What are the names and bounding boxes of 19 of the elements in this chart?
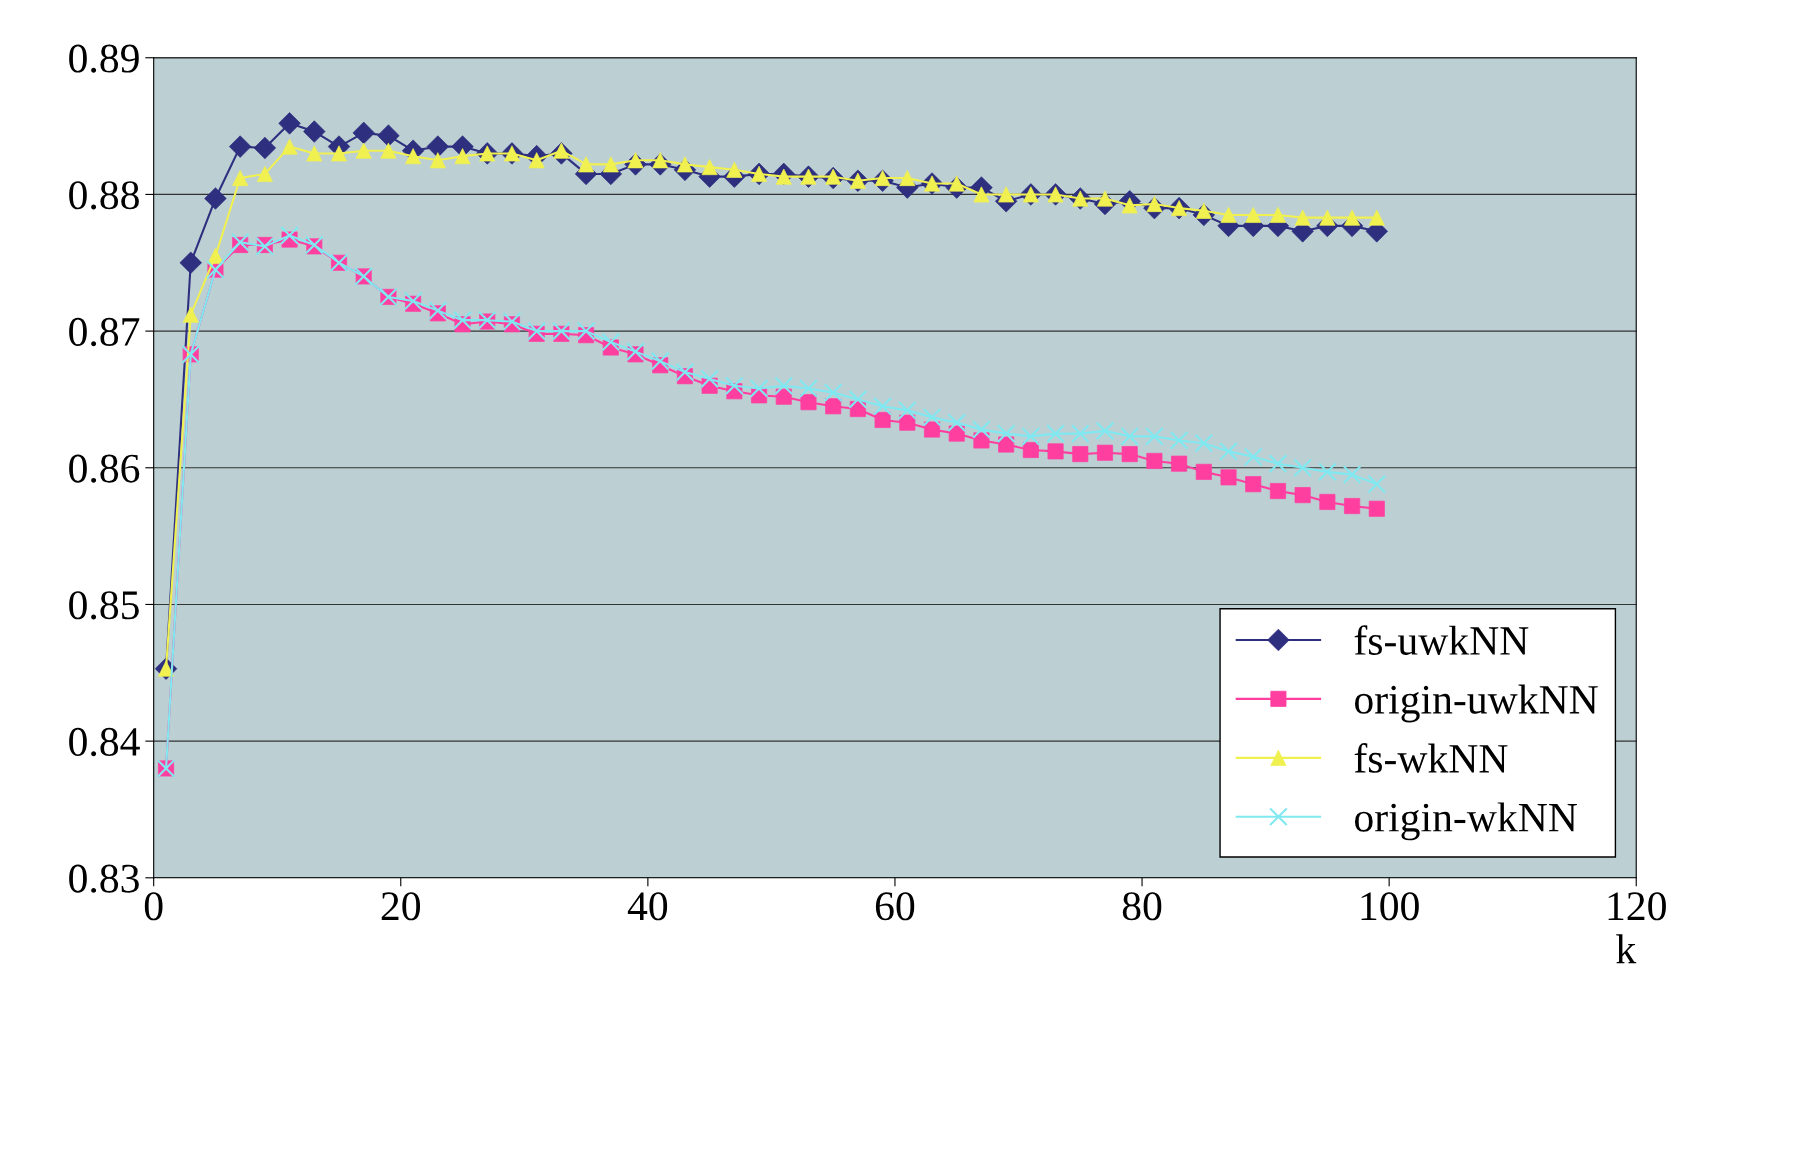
y-tick-label: 0.89: [69, 44, 139, 73]
y-tick-label: 0.83: [69, 864, 139, 893]
legend-label: origin-wkNN: [1354, 802, 1577, 841]
y-tick-label: 0.88: [69, 181, 139, 210]
legend-label: origin-uwkNN: [1354, 684, 1598, 723]
x-axis-title: k: [1616, 934, 1637, 964]
x-tick-label: 20: [381, 892, 421, 921]
y-tick-label: 0.87: [69, 317, 140, 347]
x-tick-label: 120: [1608, 892, 1666, 921]
x-tick-label: 100: [1361, 892, 1419, 921]
x-tick-label: 0: [144, 892, 163, 921]
legend-label: fs-wkNN: [1354, 743, 1508, 773]
legend-label: fs-uwkNN: [1354, 625, 1529, 655]
y-tick-label: 0.86: [69, 454, 140, 483]
y-tick-label: 0.84: [69, 727, 140, 757]
y-tick-label: 0.85: [69, 591, 139, 620]
x-tick-label: 80: [1122, 892, 1162, 921]
x-tick-label: 60: [875, 892, 915, 921]
x-tick-label: 40: [627, 892, 668, 921]
